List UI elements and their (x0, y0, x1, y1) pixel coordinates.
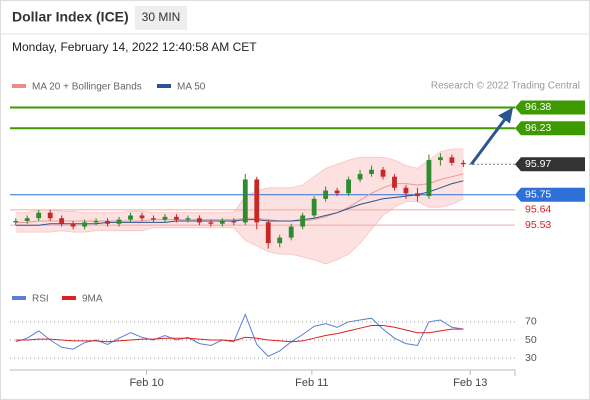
candle-body (449, 157, 455, 163)
candle-body (392, 176, 397, 188)
y-tick-label: 70 (525, 316, 537, 328)
level-label: 95.97 (525, 158, 551, 170)
candle-body (415, 193, 420, 197)
forecast-arrow (470, 115, 509, 166)
candle-body (334, 190, 340, 194)
legend-label: MA 50 (177, 82, 206, 93)
rsi-line (15, 325, 464, 343)
candle-body (311, 198, 317, 216)
timeframe-box (135, 6, 187, 30)
bollinger-upper (15, 148, 464, 214)
candle-body (105, 221, 110, 224)
level-label-box (515, 121, 585, 136)
forecast-arrowhead (498, 107, 513, 124)
candle-body (219, 221, 225, 224)
candle-body (323, 190, 329, 199)
candle-body (13, 221, 19, 223)
level-label: 95.64 (525, 204, 551, 216)
candle-body (300, 215, 306, 227)
candle-body (196, 218, 202, 223)
timestamp: Monday, February 14, 2022 12:40:58 AM CE… (12, 40, 257, 54)
legend-swatch (12, 296, 26, 300)
ma-line (15, 173, 464, 223)
bollinger-band (15, 149, 464, 264)
candle-body (288, 226, 294, 238)
candle-body (231, 221, 237, 223)
x-tick-label: Feb 11 (295, 377, 328, 389)
candle-body (162, 216, 168, 220)
candle-body (380, 169, 386, 177)
candle-body (59, 218, 65, 224)
candle-body (24, 218, 30, 221)
candle-body (151, 218, 156, 220)
candle-body (460, 162, 466, 165)
candle-body (346, 179, 351, 194)
level-label-box (515, 157, 585, 172)
candle-body (116, 219, 122, 224)
credit: Research © 2022 Trading Central (431, 81, 580, 92)
candle-body (128, 215, 133, 220)
candle-body (426, 160, 432, 197)
level-label: 95.53 (525, 219, 551, 231)
candle-body (242, 179, 248, 223)
level-label: 96.23 (525, 122, 551, 134)
candle-body (265, 222, 271, 244)
legend-swatch (12, 84, 26, 88)
y-tick-label: 50 (525, 334, 537, 346)
candle-body (277, 237, 283, 244)
candle-body (185, 218, 191, 220)
candle-body (437, 157, 443, 161)
candle-body (357, 173, 363, 180)
candle-body (369, 169, 374, 174)
level-label: 96.38 (525, 101, 551, 113)
title: Dollar Index (ICE) (12, 9, 129, 25)
ma-line (15, 180, 464, 226)
candle-body (139, 215, 145, 219)
legend-swatch (157, 84, 171, 88)
candle-body (174, 216, 179, 220)
x-tick-label: Feb 13 (453, 377, 487, 389)
level-label: 95.75 (525, 188, 551, 200)
timeframe: 30 MIN (142, 10, 181, 24)
candle-body (403, 187, 409, 194)
level-label-box (515, 100, 585, 115)
y-tick-label: 30 (525, 352, 537, 364)
bollinger-lower (15, 198, 464, 265)
candle-body (47, 212, 53, 219)
candle-body (82, 222, 88, 227)
legend-swatch (62, 296, 76, 300)
level-label-box (515, 187, 585, 202)
legend-label: 9MA (82, 294, 103, 305)
candle-body (254, 179, 260, 223)
legend-label: MA 20 + Bollinger Bands (32, 82, 142, 93)
candle-body (36, 212, 42, 219)
candle-body (93, 221, 99, 223)
x-tick-label: Feb 10 (129, 377, 163, 389)
candle-body (70, 223, 76, 227)
candle-body (208, 222, 214, 224)
legend-label: RSI (32, 294, 49, 305)
